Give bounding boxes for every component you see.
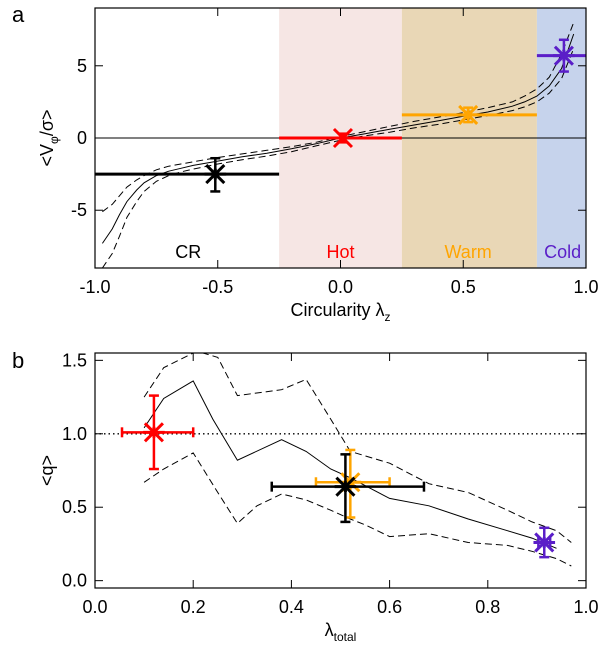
x-tick-label: 0.4 xyxy=(279,597,304,617)
x-axis-label: λtotal xyxy=(325,620,357,644)
panel-a: CR Hot Warm Cold -1.0 -0.5 0.0 0.5 1.0 -5 0 5 Circul… xyxy=(12,2,599,324)
data-point-hot xyxy=(279,127,402,149)
y-axis-label-subscript: φ xyxy=(47,136,61,144)
point-marker xyxy=(143,422,165,443)
region-label-hot: Hot xyxy=(326,242,354,262)
x-tick-label: 1.0 xyxy=(573,277,598,297)
point-marker xyxy=(553,45,575,66)
region-label-cr: CR xyxy=(175,242,201,262)
panel-b: 0.0 0.2 0.4 0.6 0.8 1.0 0.0 0.5 1.0 1.5 λtotal <q> b xyxy=(12,348,599,644)
x-tick-label: 0.5 xyxy=(451,277,476,297)
y-tick-label: 0 xyxy=(77,128,87,148)
point-marker xyxy=(332,127,354,149)
point-marker xyxy=(204,164,227,185)
y-tick-label: 5 xyxy=(77,56,87,76)
data-point-cr xyxy=(270,453,426,524)
y-tick-label: 0.5 xyxy=(62,497,87,517)
y-axis-label-part: /σ> xyxy=(37,110,57,137)
data-point-hot xyxy=(120,394,195,471)
median-curve xyxy=(143,380,557,549)
x-tick-label: -1.0 xyxy=(79,277,110,297)
y-tick-label: 1.5 xyxy=(62,350,87,370)
x-tick-label: 1.0 xyxy=(573,597,598,617)
x-axis-label-subscript: z xyxy=(385,310,391,324)
x-axis-label-main: λ xyxy=(325,620,334,640)
data-point-cold xyxy=(536,38,586,73)
y-axis-label: <q> xyxy=(37,455,57,486)
x-axis-label-main: Circularity λ xyxy=(290,300,384,320)
x-tick-label: 0.0 xyxy=(82,597,107,617)
data-point-cold xyxy=(533,526,556,559)
x-tick-label: 0.0 xyxy=(328,277,353,297)
x-tick-label: -0.5 xyxy=(202,277,233,297)
x-tick-label: 0.6 xyxy=(377,597,402,617)
x-tick-label: 0.2 xyxy=(181,597,206,617)
upper-curve xyxy=(143,353,572,543)
x-axis-label-subscript: total xyxy=(334,630,357,644)
y-tick-label: 1.0 xyxy=(62,424,87,444)
y-axis-label: <Vφ/σ> xyxy=(37,110,61,167)
lower-curve xyxy=(101,48,575,268)
point-marker xyxy=(457,104,479,125)
point-marker xyxy=(334,476,357,497)
panel-label: b xyxy=(12,348,24,373)
x-axis-label: Circularity λz xyxy=(290,300,390,324)
median-curve xyxy=(101,33,575,244)
y-tick-label: -5 xyxy=(71,200,87,220)
panel-label: a xyxy=(12,2,25,27)
axis-frame xyxy=(94,352,587,589)
point-marker xyxy=(533,532,556,553)
region-label-cold: Cold xyxy=(544,242,581,262)
y-axis-label-part: <V xyxy=(37,144,57,167)
data-point-cr xyxy=(95,156,280,193)
lower-curve xyxy=(143,452,572,567)
y-tick-label: 0.0 xyxy=(62,571,87,591)
x-tick-label: 0.8 xyxy=(475,597,500,617)
region-label-warm: Warm xyxy=(444,242,491,262)
data-point-warm xyxy=(401,104,537,125)
